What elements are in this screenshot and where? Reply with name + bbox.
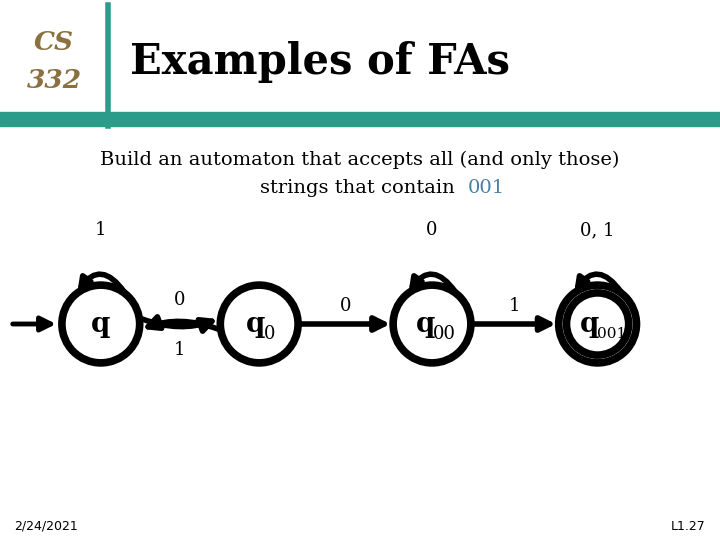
Text: q: q	[91, 310, 110, 338]
Text: 0, 1: 0, 1	[580, 221, 615, 239]
Circle shape	[567, 293, 629, 355]
Text: CS: CS	[34, 30, 74, 55]
FancyArrowPatch shape	[143, 319, 212, 331]
FancyArrowPatch shape	[412, 274, 456, 292]
Text: q: q	[416, 312, 436, 339]
Text: q: q	[246, 312, 265, 339]
Text: 1: 1	[509, 297, 521, 315]
Text: L1.27: L1.27	[671, 519, 706, 532]
Text: 0: 0	[426, 221, 438, 239]
FancyArrowPatch shape	[81, 274, 125, 292]
Text: 0: 0	[174, 291, 186, 309]
Text: strings that contain: strings that contain	[259, 179, 461, 197]
Text: 2/24/2021: 2/24/2021	[14, 519, 78, 532]
Text: 0: 0	[264, 325, 275, 343]
Circle shape	[62, 285, 140, 363]
Circle shape	[393, 285, 471, 363]
Text: Build an automaton that accepts all (and only those): Build an automaton that accepts all (and…	[100, 151, 620, 169]
Circle shape	[559, 285, 636, 363]
Text: 1: 1	[95, 221, 107, 239]
FancyArrowPatch shape	[148, 317, 217, 329]
Text: 001: 001	[597, 327, 626, 341]
FancyArrowPatch shape	[474, 318, 550, 330]
Text: q: q	[580, 312, 599, 339]
Text: 1: 1	[174, 341, 186, 359]
Text: 0: 0	[340, 297, 351, 315]
FancyArrowPatch shape	[301, 318, 384, 330]
Text: 332: 332	[27, 68, 81, 92]
Text: 00: 00	[433, 325, 456, 343]
FancyArrowPatch shape	[577, 274, 621, 292]
Text: 001: 001	[468, 179, 505, 197]
Circle shape	[220, 285, 298, 363]
Text: Examples of FAs: Examples of FAs	[130, 41, 510, 83]
